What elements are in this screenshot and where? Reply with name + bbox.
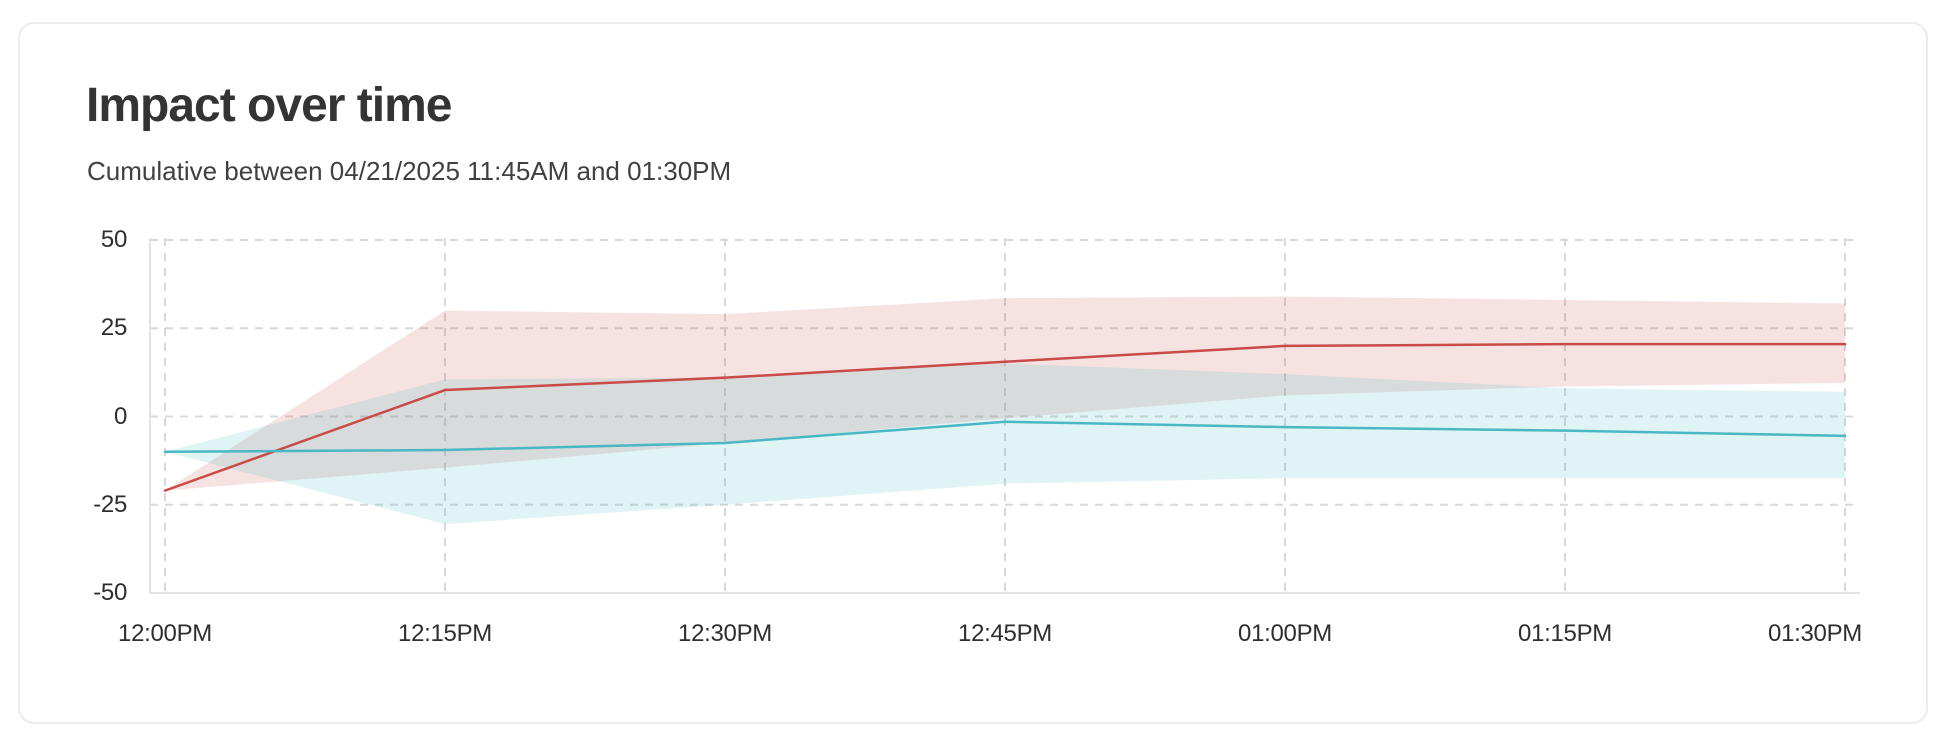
y-axis-tick-label: 0 — [113, 402, 127, 430]
y-axis-tick-label: 50 — [100, 226, 127, 253]
y-axis-tick-label: -25 — [93, 490, 127, 518]
y-axis-tick-label: -50 — [93, 579, 127, 606]
x-axis-tick-label: 12:30PM — [678, 620, 772, 647]
chart-title: Impact over time — [86, 79, 452, 132]
x-axis-tick-label: 01:00PM — [1238, 620, 1332, 647]
y-axis-tick-label: 25 — [100, 314, 127, 342]
x-axis-tick-label: 01:30PM — [1768, 620, 1862, 647]
x-axis-tick-label: 12:00PM — [118, 620, 212, 647]
x-axis-tick-label: 12:45PM — [958, 620, 1052, 647]
x-axis-tick-label: 01:15PM — [1518, 620, 1612, 647]
x-axis-tick-label: 12:15PM — [398, 620, 492, 647]
chart-subtitle: Cumulative between 04/21/2025 11:45AM an… — [87, 156, 732, 186]
